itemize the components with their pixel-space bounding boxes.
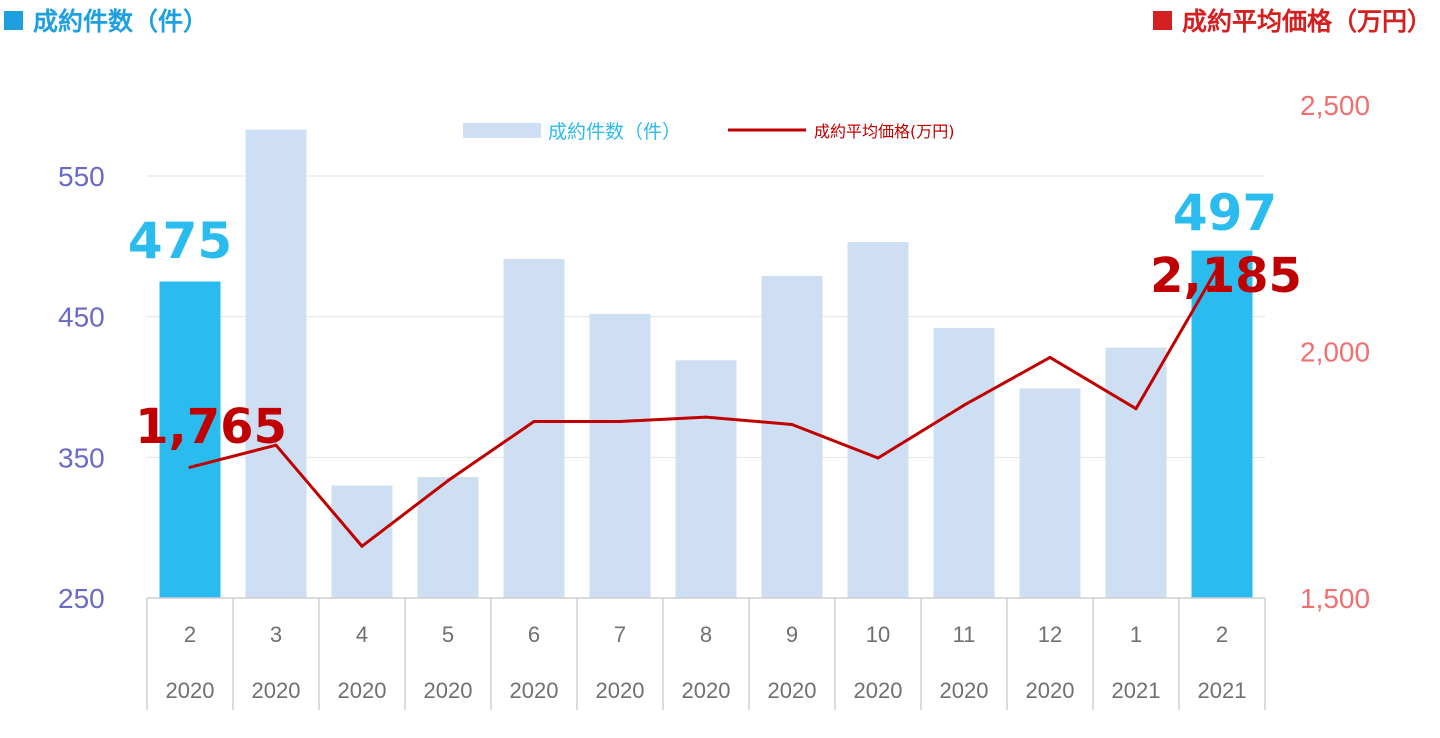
x-tick-year-label: 2020 xyxy=(682,678,731,703)
x-tick-label: 9 xyxy=(786,622,798,647)
line-point xyxy=(962,403,966,407)
y-left-tick-label: 250 xyxy=(58,583,105,614)
bar xyxy=(503,258,565,598)
left-axis-title: 成約件数（件） xyxy=(33,7,209,36)
right-axis-header: 成約平均価格（万円） xyxy=(1152,2,1432,38)
x-tick-year-label: 2020 xyxy=(854,678,903,703)
line-point xyxy=(876,456,880,460)
right-axis-title: 成約平均価格（万円） xyxy=(1181,7,1432,36)
y-left-tick-label: 450 xyxy=(58,302,105,333)
line-point xyxy=(446,479,450,483)
line-point xyxy=(790,422,794,426)
x-tick-label: 8 xyxy=(700,622,712,647)
y-left-tick-label: 350 xyxy=(58,442,105,473)
x-tick-label: 5 xyxy=(442,622,454,647)
x-tick-label: 4 xyxy=(356,622,368,647)
bar xyxy=(1019,388,1081,598)
right-series-square-icon xyxy=(1152,10,1172,30)
line-point xyxy=(274,443,278,447)
bar xyxy=(245,129,307,598)
x-tick-year-label: 2020 xyxy=(338,678,387,703)
x-tick-year-label: 2020 xyxy=(1026,678,1075,703)
x-tick-year-label: 2020 xyxy=(166,678,215,703)
legend-bar-label: 成約件数（件） xyxy=(548,121,681,143)
y-right-tick-label: 1,500 xyxy=(1300,583,1370,614)
bar xyxy=(1191,250,1253,598)
line-point xyxy=(532,420,536,424)
bar-data-label: 475 xyxy=(128,212,232,270)
x-tick-year-label: 2020 xyxy=(768,678,817,703)
bar xyxy=(331,485,393,598)
x-tick-year-label: 2020 xyxy=(424,678,473,703)
x-tick-label: 12 xyxy=(1038,622,1062,647)
bar xyxy=(159,281,221,598)
category-axis: 2 2020 3 2020 4 2020 5 2020 6 2020 7 2020 8 2020 9 2020… xyxy=(146,597,1266,710)
x-tick-year-label: 2021 xyxy=(1112,678,1161,703)
x-tick-label: 2 xyxy=(1216,622,1228,647)
left-value-axis: 250 350 450 550 xyxy=(58,161,105,614)
y-left-tick-label: 550 xyxy=(58,161,105,192)
line-point xyxy=(704,415,708,419)
bar xyxy=(933,327,995,598)
bar xyxy=(589,313,651,598)
line-point xyxy=(188,465,192,469)
x-tick-year-label: 2020 xyxy=(252,678,301,703)
line-point xyxy=(360,544,364,548)
x-tick-label: 2 xyxy=(184,622,196,647)
data-labels: 475 497 1,765 2,185 xyxy=(128,184,1302,455)
x-tick-year-label: 2020 xyxy=(596,678,645,703)
right-value-axis: 1,500 2,000 2,500 xyxy=(1300,90,1370,614)
bar xyxy=(761,275,823,598)
line-data-label: 1,765 xyxy=(135,399,287,455)
line-point xyxy=(1220,258,1224,262)
legend-line-label: 成約平均価格(万円) xyxy=(814,122,955,141)
left-axis-header: 成約件数（件） xyxy=(4,2,208,38)
bar xyxy=(847,242,909,598)
legend-bar-swatch xyxy=(463,123,541,138)
bar xyxy=(1105,347,1167,598)
bar-series xyxy=(159,129,1253,598)
line-point xyxy=(1134,407,1138,411)
legend: 成約件数（件） 成約平均価格(万円) xyxy=(463,121,955,143)
line-data-label: 2,185 xyxy=(1150,248,1302,304)
x-tick-year-label: 2020 xyxy=(510,678,559,703)
line-series xyxy=(188,258,1224,548)
x-tick-label: 3 xyxy=(270,622,282,647)
bar xyxy=(675,360,737,598)
x-tick-label: 10 xyxy=(866,622,890,647)
line-point xyxy=(1048,355,1052,359)
line-point xyxy=(618,420,622,424)
bar-data-label: 497 xyxy=(1173,184,1277,242)
x-tick-year-label: 2021 xyxy=(1198,678,1247,703)
left-series-square-icon xyxy=(4,10,23,30)
x-tick-year-label: 2020 xyxy=(940,678,989,703)
x-tick-label: 1 xyxy=(1130,622,1142,647)
x-tick-label: 7 xyxy=(614,622,626,647)
y-right-tick-label: 2,500 xyxy=(1300,90,1370,121)
x-tick-label: 11 xyxy=(953,622,976,647)
x-tick-label: 6 xyxy=(528,622,540,647)
y-right-tick-label: 2,000 xyxy=(1300,337,1370,368)
